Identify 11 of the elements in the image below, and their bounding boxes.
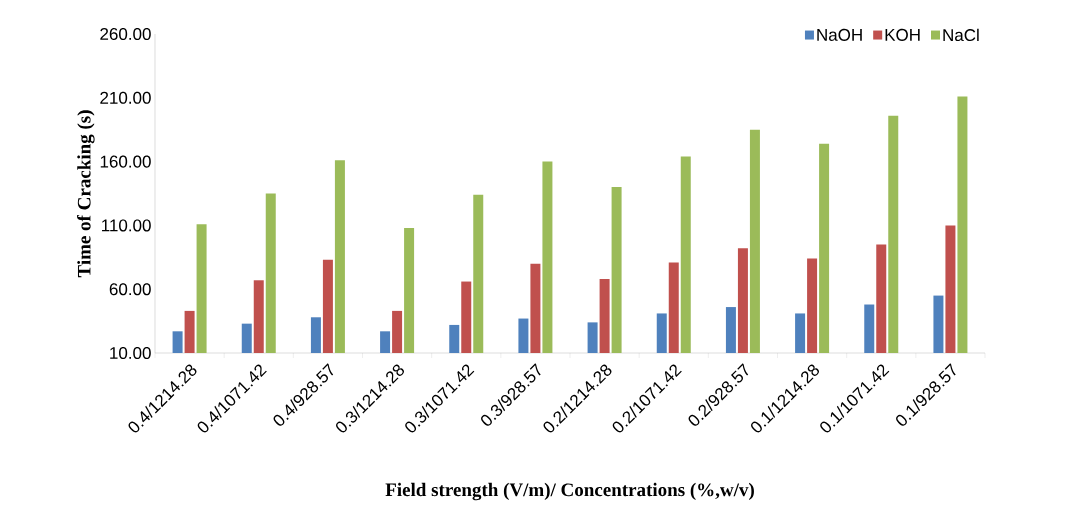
y-tick-label: 260.00 xyxy=(100,27,151,41)
legend-label: NaOH xyxy=(817,28,862,41)
legend-label: NaCl xyxy=(943,28,979,42)
x-axis-title: Field strength (V/m)/ Concentrations (%,w/v) xyxy=(385,482,754,501)
y-tick-label: 160.00 xyxy=(100,155,151,168)
y-axis-title: Time of Cracking (s) xyxy=(77,110,95,278)
y-tick-label: 210.00 xyxy=(100,91,151,104)
legend-label: KOH xyxy=(885,28,920,41)
y-tick-label: 110.00 xyxy=(102,219,151,232)
y-tick-label: 60.00 xyxy=(109,283,151,296)
y-tick-label: 10.00 xyxy=(110,346,151,360)
